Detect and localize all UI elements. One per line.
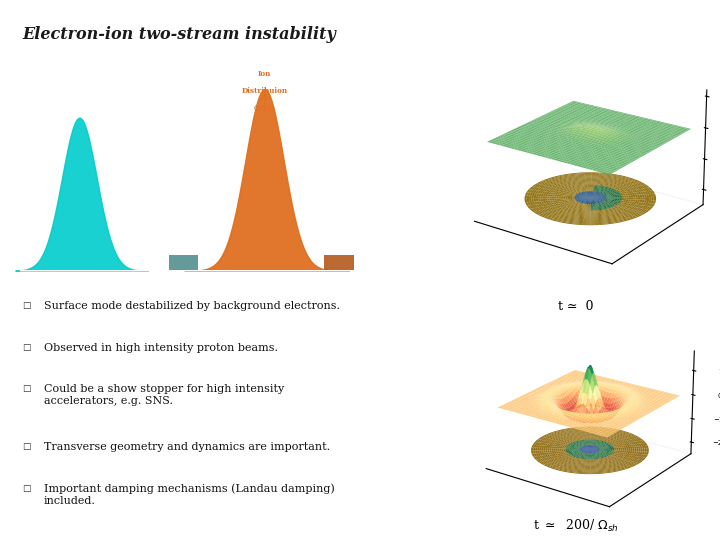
Text: $\frac{\omega_0}{k_{z0}} \simeq V_b + \omega_b$: $\frac{\omega_0}{k_{z0}} \simeq V_b + \o… <box>333 158 374 173</box>
Text: Transverse geometry and dynamics are important.: Transverse geometry and dynamics are imp… <box>44 442 330 453</box>
Text: 0: 0 <box>17 280 22 288</box>
Text: Could be a show stopper for high intensity
accelerators, e.g. SNS.: Could be a show stopper for high intensi… <box>44 384 284 406</box>
Bar <box>168 255 198 271</box>
Text: □: □ <box>22 384 30 393</box>
Text: Lower Sideband: Lower Sideband <box>137 137 192 145</box>
Text: $v_z$: $v_z$ <box>441 280 450 290</box>
Text: □: □ <box>22 484 30 492</box>
Text: Ion: Ion <box>258 70 271 78</box>
Text: Upper Sideband: Upper Sideband <box>317 137 372 145</box>
Text: t $\simeq$  200/ $\Omega_{sh}$: t $\simeq$ 200/ $\Omega_{sh}$ <box>534 517 618 534</box>
Bar <box>324 255 354 271</box>
Text: $G_b(p_z)$: $G_b(p_z)$ <box>253 103 276 113</box>
Text: □: □ <box>22 301 30 310</box>
Text: Distribution: Distribution <box>45 87 95 95</box>
Text: Electron-ion two-stream instability: Electron-ion two-stream instability <box>22 26 336 43</box>
Text: Surface mode destabilized by background electrons.: Surface mode destabilized by background … <box>44 301 340 312</box>
Text: Important damping mechanisms (Landau damping)
included.: Important damping mechanisms (Landau dam… <box>44 484 335 506</box>
Text: □: □ <box>22 442 30 451</box>
Text: t ≃  0: t ≃ 0 <box>558 300 594 313</box>
Text: Distribuion: Distribuion <box>241 87 287 95</box>
Text: □: □ <box>22 343 30 352</box>
Text: $\frac{\omega_0}{k_{z0}} \simeq V_b - \omega_b$: $\frac{\omega_0}{k_{z0}} \simeq V_b - \o… <box>153 158 194 173</box>
Text: $G_e(p_z)$: $G_e(p_z)$ <box>59 103 81 113</box>
Text: Observed in high intensity proton beams.: Observed in high intensity proton beams. <box>44 343 278 353</box>
Text: Electron: Electron <box>53 70 88 78</box>
Text: $V_b$: $V_b$ <box>259 278 270 290</box>
